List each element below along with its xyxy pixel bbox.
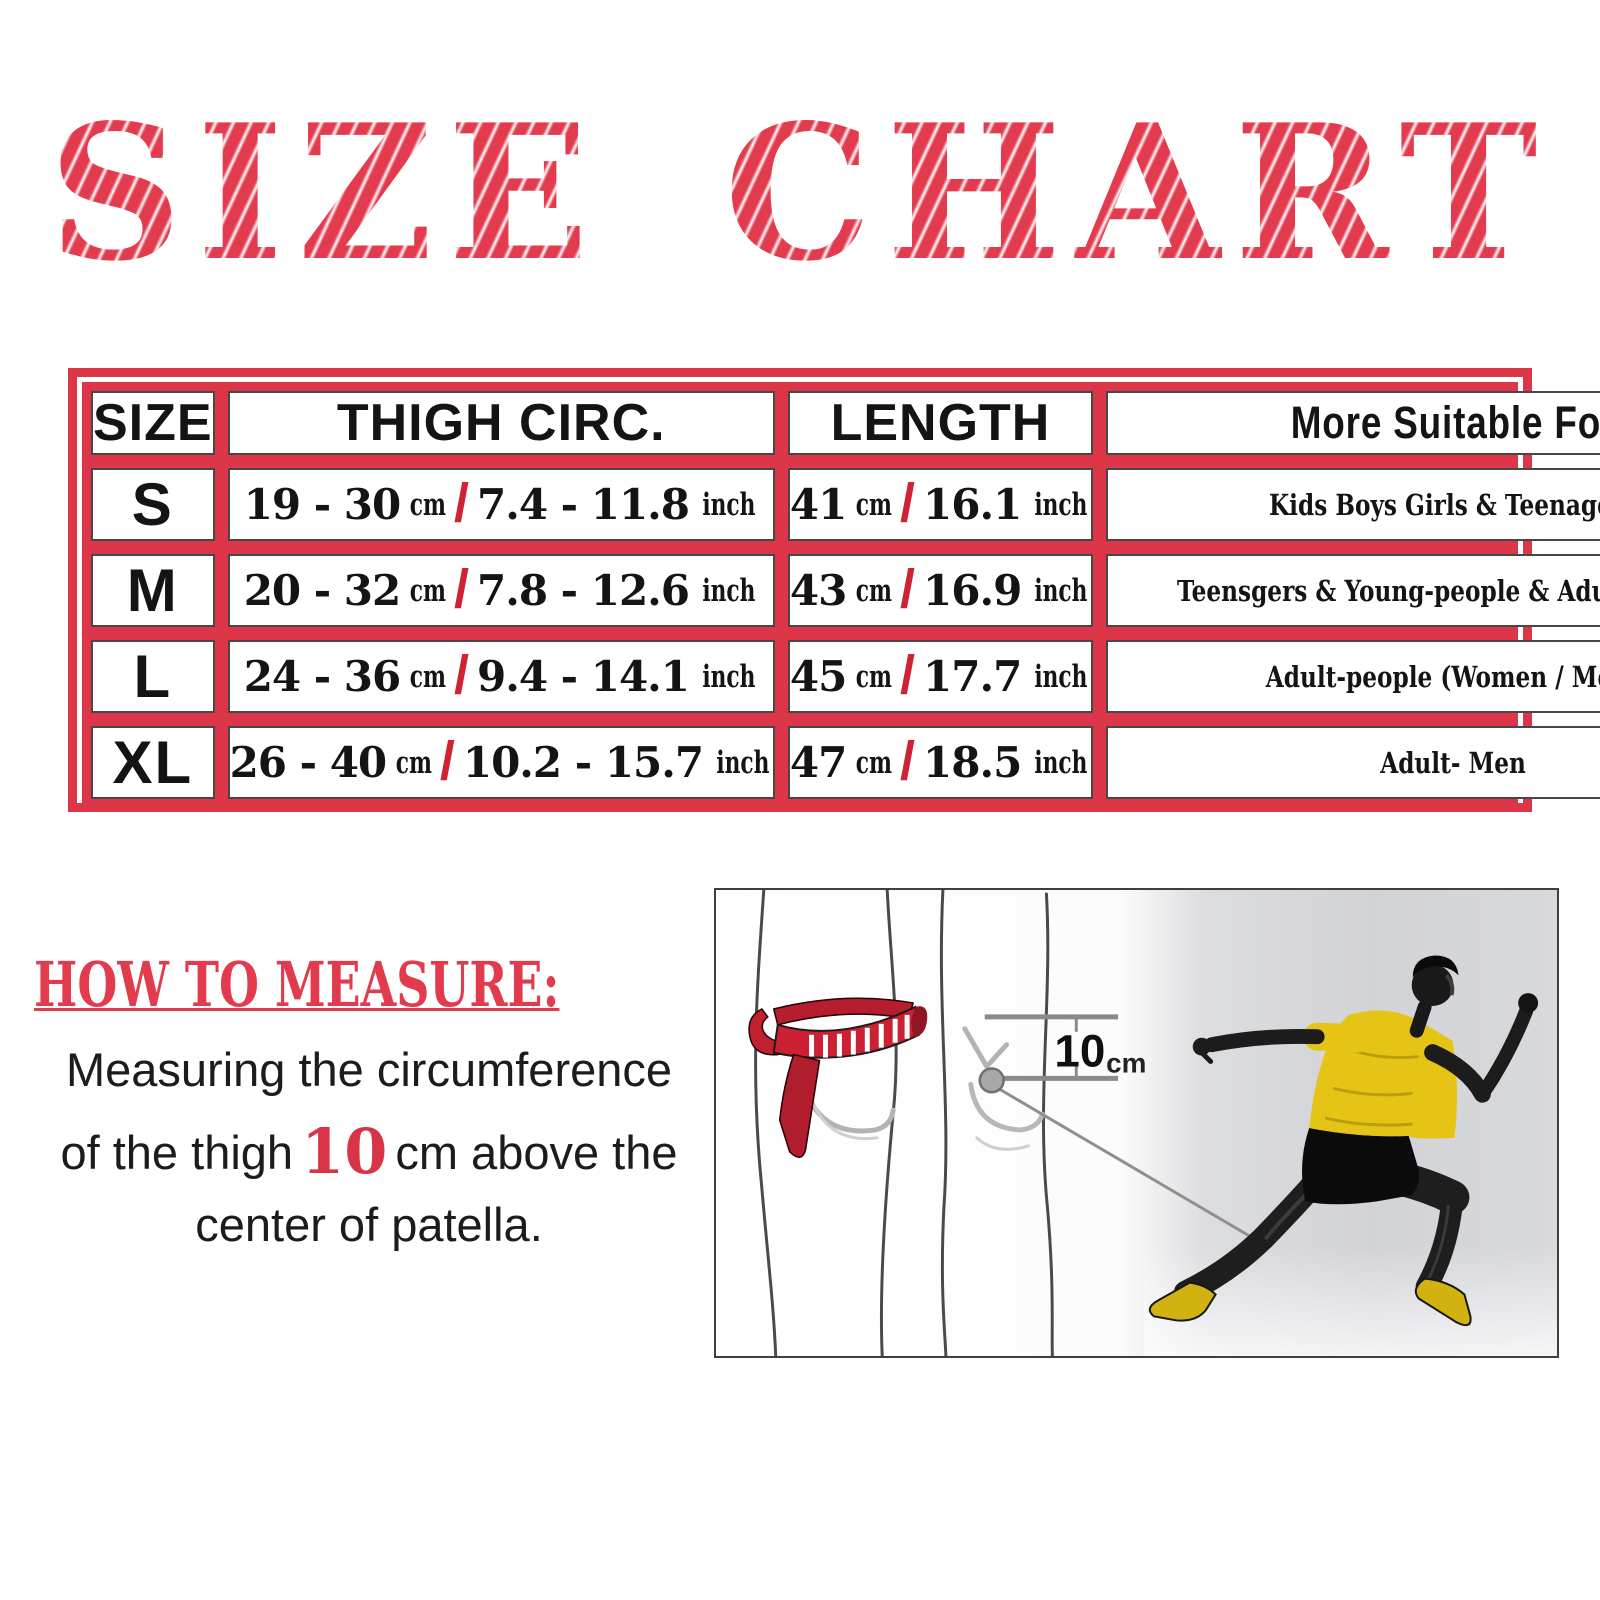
runner-figure — [1148, 955, 1539, 1327]
col-header-size: SIZE — [91, 391, 215, 455]
thigh-cell-l: 24 - 36 cm/9.4 - 14.1 inch — [227, 640, 775, 713]
knees-line-drawing — [754, 890, 1054, 1356]
page-title: SIZE CHART — [0, 100, 1600, 286]
suitable-cell-s: Kids Boys Girls & Teenagers — [1106, 468, 1600, 541]
suitable-cell-xl: Adult- Men — [1106, 726, 1600, 799]
how-to-measure-section: HOW TO MEASURE: Measuring the circumfere… — [22, 948, 716, 1259]
col-header-thigh: THIGH CIRC. — [227, 391, 775, 455]
thigh-cell-xl: 26 - 40 cm/10.2 - 15.7 inch — [227, 726, 775, 799]
dimension-unit: cm — [1106, 1047, 1146, 1078]
measure-point-dot — [978, 1067, 1005, 1094]
size-cell-s: S — [91, 468, 215, 541]
suitable-cell-m: Teensgers & Young-people & Adult-women — [1106, 554, 1600, 627]
col-header-suitable: More Suitable For — [1106, 391, 1600, 455]
suitable-cell-l: Adult-people (Women / Men) — [1106, 640, 1600, 713]
measurement-illustration: 10 cm — [714, 888, 1559, 1358]
thigh-cell-m: 20 - 32 cm/7.8 - 12.6 inch — [227, 554, 775, 627]
size-table-grid: SIZE THIGH CIRC. LENGTH More Suitable Fo… — [82, 382, 1600, 803]
length-cell-l: 45 cm/17.7 inch — [787, 640, 1094, 713]
thigh-cell-s: 19 - 30 cm/7.4 - 11.8 inch — [227, 468, 775, 541]
size-table: SIZE THIGH CIRC. LENGTH More Suitable Fo… — [68, 368, 1600, 812]
size-cell-m: M — [91, 554, 215, 627]
highlight-10: 10 — [301, 1114, 388, 1188]
knee-measurement-diagram: 10 cm — [716, 890, 1557, 1356]
measuring-tape — [748, 997, 928, 1158]
length-cell-xl: 47 cm/18.5 inch — [787, 726, 1094, 799]
shorts — [1302, 1127, 1419, 1205]
how-to-measure-heading: HOW TO MEASURE: — [34, 948, 560, 1021]
col-header-length: LENGTH — [787, 391, 1094, 455]
rear-shoe — [1148, 1281, 1217, 1322]
size-cell-xl: XL — [91, 726, 215, 799]
runner-head — [1411, 964, 1454, 1007]
length-cell-m: 43 cm/16.9 inch — [787, 554, 1094, 627]
size-cell-l: L — [91, 640, 215, 713]
how-to-measure-text: Measuring the circumference of the thigh… — [60, 1043, 678, 1251]
front-shoe — [1414, 1277, 1472, 1327]
dimension-value: 10 — [1054, 1026, 1105, 1077]
pointer-line — [993, 1085, 1263, 1245]
length-cell-s: 41 cm/16.1 inch — [787, 468, 1094, 541]
dimension-10cm: 10 cm — [978, 1014, 1146, 1094]
